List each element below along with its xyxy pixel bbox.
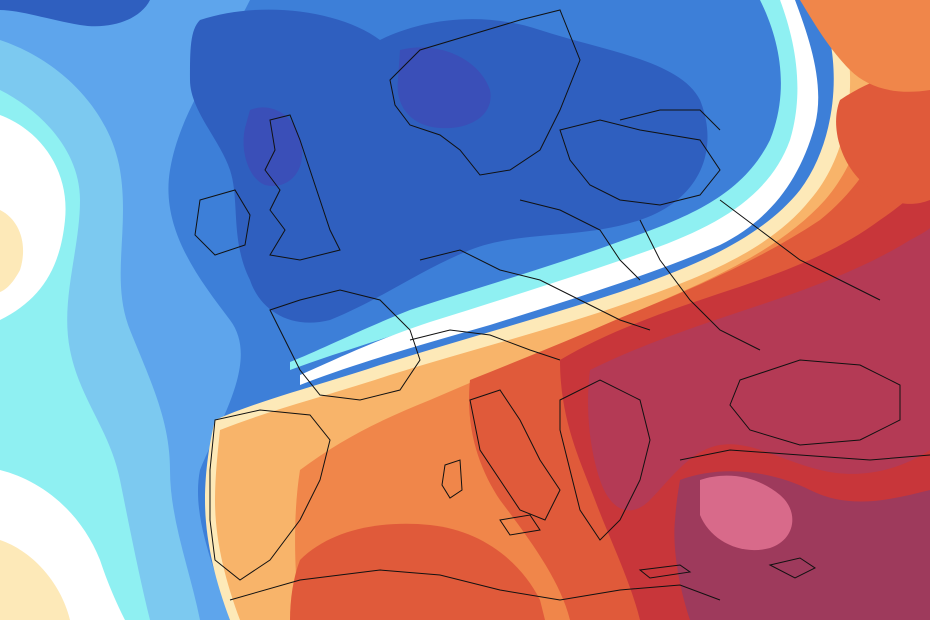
north-cold-core xyxy=(190,9,708,323)
country-borders xyxy=(194,9,930,601)
atlantic-cream-edge xyxy=(0,210,24,292)
north-atlantic-cold xyxy=(0,0,150,27)
coastline-turkey xyxy=(679,449,930,461)
orange-east-top xyxy=(800,0,930,92)
scandinavia-deep-cold xyxy=(397,47,491,129)
hot-pink-anomaly xyxy=(700,475,793,551)
hot-core-deep xyxy=(588,228,930,511)
coastline-ireland xyxy=(194,189,251,256)
border-central-europe xyxy=(419,249,651,331)
coastline-france xyxy=(269,289,421,401)
britain-deep-cold xyxy=(243,107,303,186)
coastline-scandinavia xyxy=(389,9,581,176)
border-alps xyxy=(409,329,561,361)
warm-north-africa-red xyxy=(290,523,545,620)
border-baltic-states xyxy=(619,109,721,131)
coastline-black-sea xyxy=(729,359,901,446)
border-poland xyxy=(519,199,641,281)
atlantic-cream-lower xyxy=(0,540,70,620)
coastline-north-africa xyxy=(229,569,721,601)
coastline-sicily xyxy=(499,514,541,536)
coastline-balkans-greece xyxy=(559,379,651,541)
coastline-baltic xyxy=(559,119,721,206)
coastline-iberia xyxy=(209,409,331,581)
hot-core-east-north xyxy=(836,70,930,204)
border-ukraine-russia xyxy=(719,199,881,301)
coastline-crete xyxy=(638,564,692,579)
border-eastern-europe xyxy=(639,219,761,351)
coastline-italy xyxy=(469,389,561,521)
coastline-sardinia xyxy=(441,459,463,499)
coastline-britain xyxy=(264,114,341,261)
coastline-cyprus xyxy=(768,557,816,579)
